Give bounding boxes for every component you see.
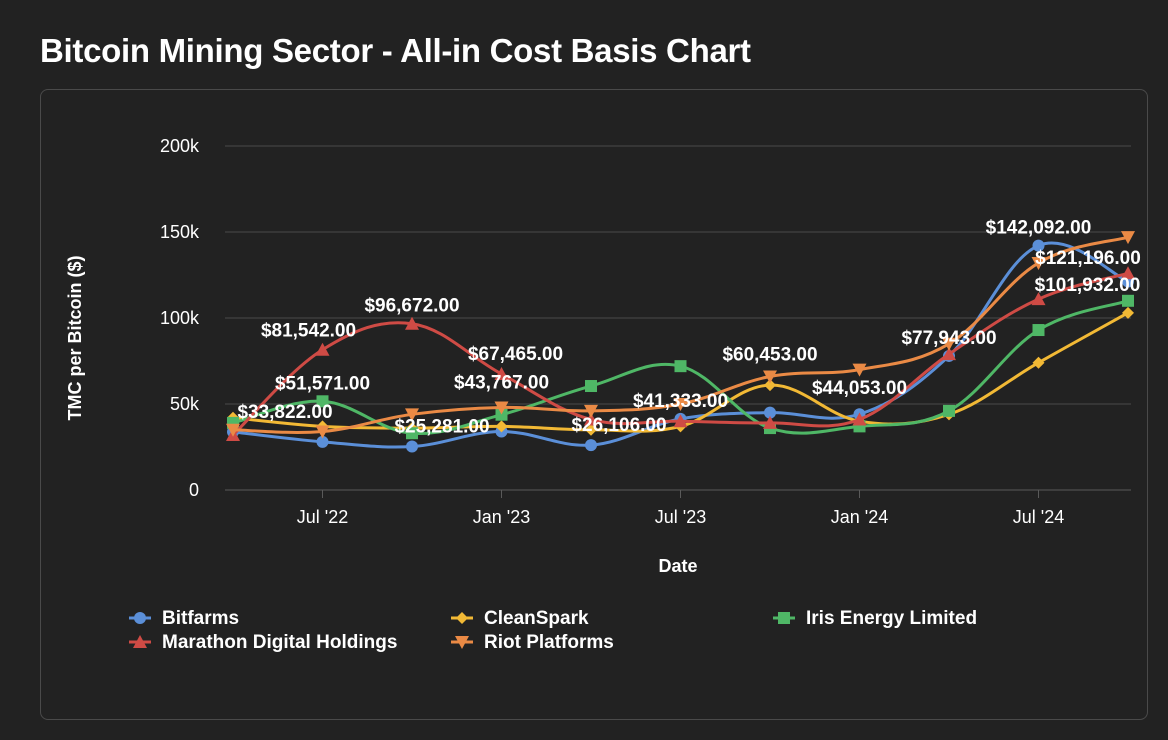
series-riot-platforms-data-label: $121,196.00 <box>1035 248 1141 269</box>
series-bitfarms-marker[interactable] <box>316 435 329 448</box>
series-bitfarms-data-label: $25,281.00 <box>394 417 489 438</box>
series-riot-platforms <box>226 231 1135 439</box>
series-marathon-digital-holdings <box>226 266 1135 441</box>
grid-layer <box>225 145 1131 498</box>
y-tick-label: 200k <box>160 136 200 156</box>
legend-item-marathon-digital-holdings[interactable]: Marathon Digital Holdings <box>129 632 397 653</box>
series-iris-energy-limited-data-label: $51,571.00 <box>275 373 370 394</box>
series-bitfarms-data-label: $26,106.00 <box>571 415 666 436</box>
series-bitfarms-marker[interactable] <box>406 440 418 453</box>
series-marathon-digital-holdings-marker[interactable] <box>852 412 867 426</box>
series-bitfarms-data-label: $33,822.00 <box>237 402 332 423</box>
y-axis-title: TMC per Bitcoin ($) <box>65 255 85 420</box>
legend-label: Marathon Digital Holdings <box>162 632 397 653</box>
series-bitfarms-marker[interactable] <box>585 439 597 452</box>
series-marathon-digital-holdings-marker[interactable] <box>673 414 688 428</box>
legend-label: Riot Platforms <box>484 632 614 653</box>
series-marathon-digital-holdings-marker[interactable] <box>763 415 777 429</box>
series-marathon-digital-holdings-marker[interactable] <box>494 366 509 380</box>
series-riot-platforms-marker[interactable] <box>1031 256 1046 270</box>
x-tick-label: Jan '24 <box>831 507 888 527</box>
series-riot-platforms-marker[interactable] <box>852 363 867 377</box>
series-riot-platforms-data-label: $101,932.00 <box>1035 275 1141 296</box>
legend-item-iris-energy-limited[interactable]: Iris Energy Limited <box>773 608 977 629</box>
legend: Bitfarms CleanSpark Iris Energy Limited Mar… <box>129 608 977 653</box>
legend-item-riot-platforms[interactable]: Riot Platforms <box>451 632 614 653</box>
x-tick-label: Jan '23 <box>473 507 530 527</box>
series-iris-energy-limited-marker[interactable] <box>674 360 687 373</box>
series-marathon-digital-holdings-marker[interactable] <box>1031 292 1046 306</box>
legend-swatch-marker[interactable] <box>778 612 790 624</box>
series-cleanspark-marker[interactable] <box>1032 356 1045 369</box>
series-iris-energy-limited-marker[interactable] <box>585 380 597 393</box>
series-iris-energy-limited-marker[interactable] <box>316 395 329 408</box>
legend-swatch-marker[interactable] <box>134 612 146 624</box>
series-iris-energy-limited-data-label: $43,767.00 <box>454 373 549 394</box>
series-cleanspark-marker[interactable] <box>495 420 508 433</box>
y-tick-label: 50k <box>170 394 200 414</box>
series-bitfarms-data-label: $44,053.00 <box>812 378 907 399</box>
series-bitfarms-marker[interactable] <box>764 406 776 419</box>
legend-item-cleanspark[interactable]: CleanSpark <box>451 608 589 629</box>
series-cleanspark-marker[interactable] <box>1122 306 1134 319</box>
legend-label: CleanSpark <box>484 608 589 629</box>
chart-card: 0 50k 100k 150k 200k Jul '22 Jan '23 Jul '23 Jan… <box>40 89 1148 720</box>
series-cleanspark-marker[interactable] <box>585 423 597 436</box>
series-bitfarms-marker[interactable] <box>1032 239 1045 252</box>
series-iris-energy-limited-marker[interactable] <box>1122 294 1134 307</box>
series-marathon-digital-holdings-data-label: $67,465.00 <box>468 344 563 365</box>
series-riot-platforms-marker[interactable] <box>494 401 509 415</box>
legend-item-bitfarms[interactable]: Bitfarms <box>129 608 239 629</box>
series-marathon-digital-holdings-data-label: $96,672.00 <box>364 296 459 317</box>
series-bitfarms-data-label: $77,943.00 <box>901 328 996 349</box>
x-axis-title: Date <box>658 556 697 576</box>
line-chart: 0 50k 100k 150k 200k Jul '22 Jan '23 Jul '23 Jan… <box>65 136 1141 653</box>
legend-label: Bitfarms <box>162 608 239 629</box>
series-iris-energy-limited-marker[interactable] <box>1032 324 1045 337</box>
series-bitfarms-line[interactable] <box>232 241 1129 449</box>
series-iris-energy-limited-marker[interactable] <box>495 408 508 421</box>
series-marathon-digital-holdings-marker[interactable] <box>584 412 598 426</box>
series-riot-platforms-marker[interactable] <box>673 398 688 411</box>
x-tick-label: Jul '22 <box>297 507 348 527</box>
page-title: Bitcoin Mining Sector - All-in Cost Basi… <box>40 32 751 69</box>
legend-swatch-marker[interactable] <box>133 635 147 648</box>
series-iris-energy-limited-marker[interactable] <box>943 404 955 417</box>
series-riot-platforms-marker[interactable] <box>226 423 240 437</box>
series-iris-energy-limited-marker[interactable] <box>406 427 418 440</box>
series-marathon-digital-holdings-data-label: $81,542.00 <box>261 321 356 342</box>
series-riot-platforms-marker[interactable] <box>1121 231 1135 245</box>
series-riot-platforms-marker[interactable] <box>405 408 419 422</box>
series-riot-platforms-data-label: $60,453.00 <box>722 344 817 365</box>
series-marathon-digital-holdings-marker[interactable] <box>1121 266 1135 280</box>
series-riot-platforms-marker[interactable] <box>584 404 598 418</box>
x-tick-label: Jul '24 <box>1013 507 1064 527</box>
data-label-layer: $33,822.00 $25,281.00 $26,106.00 $41,333.00… <box>237 218 1140 438</box>
x-tick-label: Jul '23 <box>655 507 706 527</box>
series-marathon-digital-holdings-marker[interactable] <box>405 316 419 330</box>
series-cleanspark-marker[interactable] <box>764 379 776 392</box>
series-marathon-digital-holdings-marker[interactable] <box>315 342 330 356</box>
axis-layer: 0 50k 100k 150k 200k Jul '22 Jan '23 Jul '23 Jan… <box>65 136 1064 576</box>
series-layer <box>226 231 1135 453</box>
legend-swatch-marker[interactable] <box>455 636 469 649</box>
legend-swatch-marker[interactable] <box>456 612 468 624</box>
series-bitfarms-data-label: $142,092.00 <box>986 218 1092 239</box>
y-tick-label: 0 <box>189 480 199 500</box>
series-riot-platforms-marker[interactable] <box>763 370 777 384</box>
series-riot-platforms-marker[interactable] <box>942 337 956 351</box>
series-riot-platforms-marker[interactable] <box>315 425 330 439</box>
legend-label: Iris Energy Limited <box>806 608 977 629</box>
y-tick-label: 100k <box>160 308 200 328</box>
series-bitfarms-data-label: $41,333.00 <box>633 391 728 412</box>
y-tick-label: 150k <box>160 222 200 242</box>
series-marathon-digital-holdings-marker[interactable] <box>942 347 956 361</box>
